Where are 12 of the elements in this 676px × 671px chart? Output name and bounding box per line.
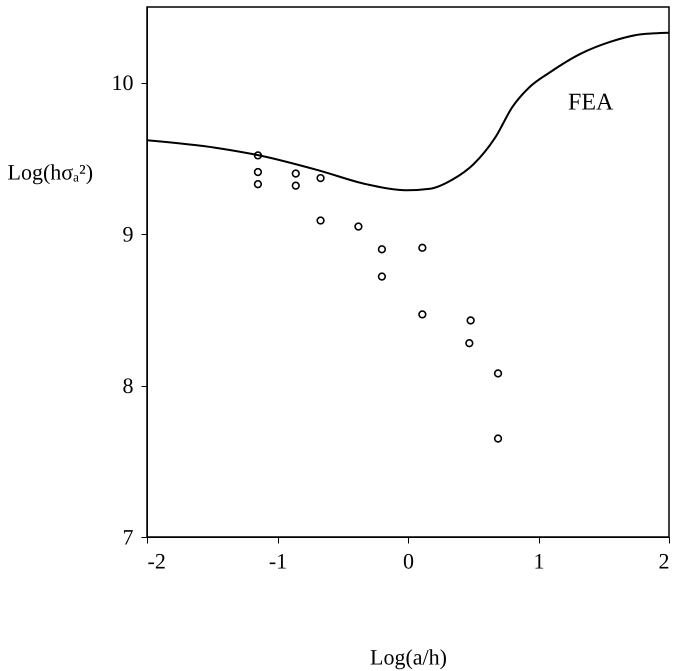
y-tick-label: 10 (112, 70, 134, 96)
x-tick-label: 1 (534, 548, 544, 574)
x-axis-title: Log(a/h) (370, 644, 447, 670)
x-tick-label: 2 (658, 548, 670, 574)
y-tick-label: 8 (122, 373, 134, 398)
x-tick-label: 0 (403, 548, 414, 574)
y-tick-label: 9 (122, 222, 134, 247)
annotation: FEA (568, 89, 614, 116)
y-tick-label: 7 (122, 524, 134, 550)
x-tick-label: -1 (268, 548, 288, 574)
x-tick-label: -2 (148, 548, 166, 574)
y-axis-title: Log(hσₐ²) (8, 160, 94, 184)
